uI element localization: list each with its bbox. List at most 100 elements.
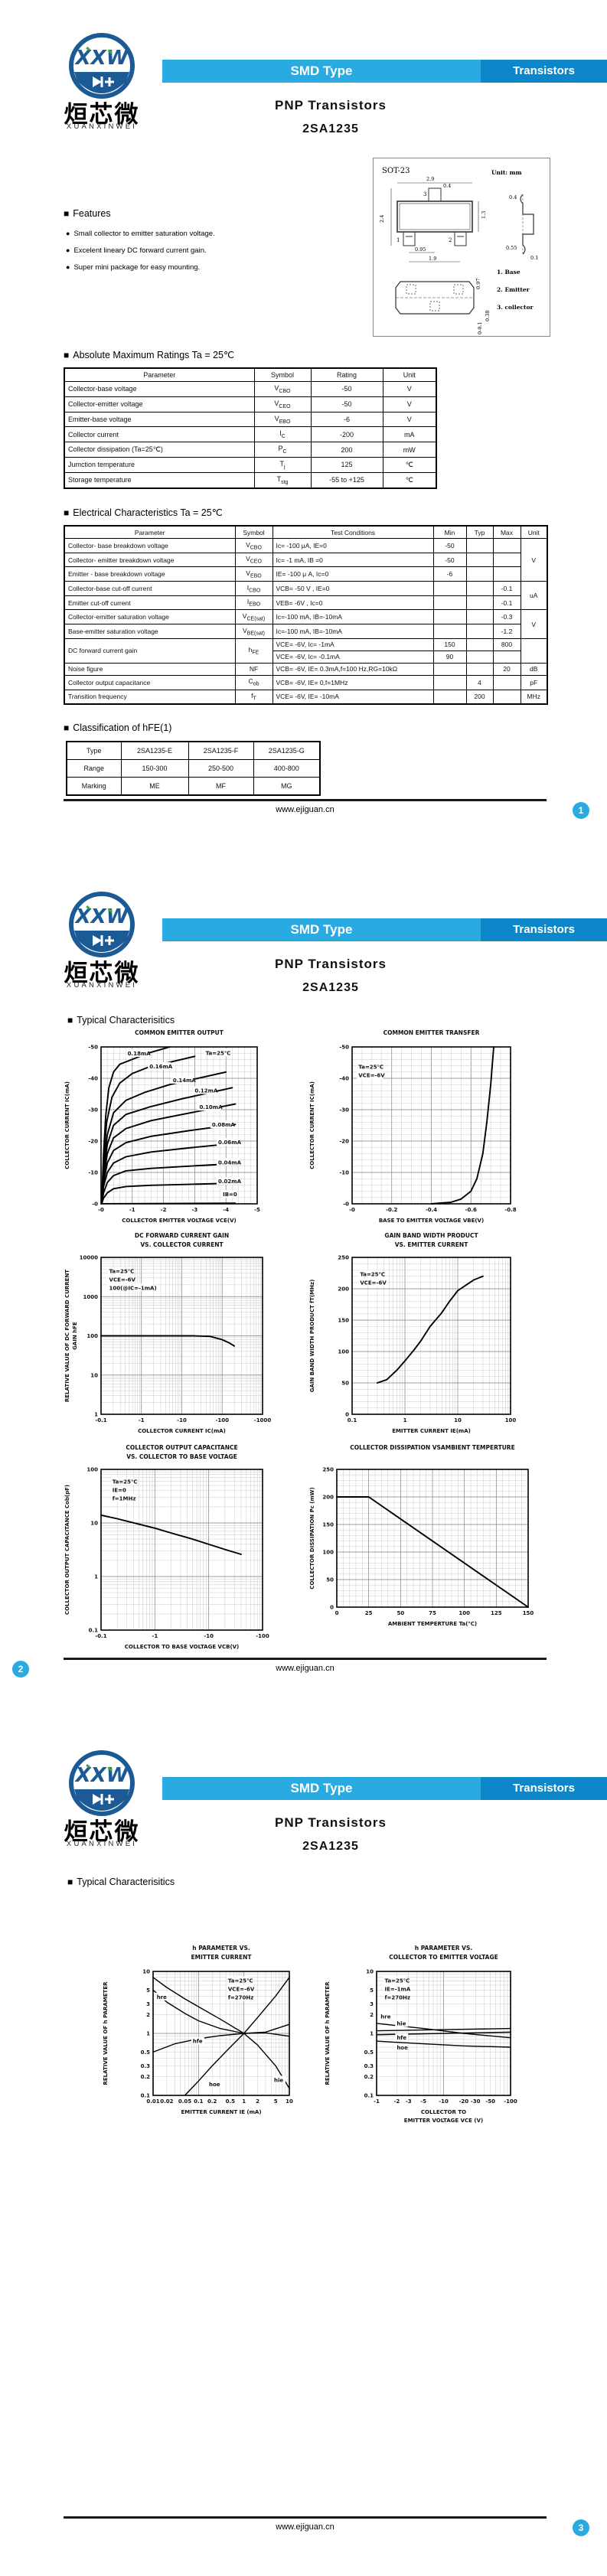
svg-text:50: 50 <box>326 1577 334 1583</box>
table-row: Noise figure NF VCB= -6V, IE= 0.3mA,f=100 … <box>64 662 548 676</box>
svg-text:COLLECTOR OUTPUT CAPACITANCE C: COLLECTOR OUTPUT CAPACITANCE Cob(pF) <box>64 1485 70 1615</box>
section-marker-icon: ■ <box>64 722 70 733</box>
brand-name-cn: 烜芯微 <box>64 960 140 986</box>
svg-text:DC FORWARD CURRENT GAIN: DC FORWARD CURRENT GAIN <box>135 1232 229 1239</box>
table-row: Range 150-300 250-500 400-800 <box>66 759 321 778</box>
svg-text:COLLECTOR TO EMITTER VOLTAGE: COLLECTOR TO EMITTER VOLTAGE <box>389 1954 498 1961</box>
package-name: SOT-23 <box>382 167 410 175</box>
svg-text:-30: -30 <box>471 2098 481 2105</box>
section-marker-icon: ■ <box>64 208 70 219</box>
svg-text:-20: -20 <box>339 1139 349 1145</box>
column-header: Max <box>492 525 521 539</box>
table-row: Collector output capacitance Cob VCB= -6V,… <box>64 674 548 690</box>
svg-text:2.9: 2.9 <box>426 176 434 182</box>
svg-text:0.1: 0.1 <box>141 2093 151 2099</box>
svg-text:-0.1: -0.1 <box>95 1633 106 1639</box>
svg-text:-10: -10 <box>339 1170 349 1176</box>
svg-text:COLLECTOR CURRENT IC(mA): COLLECTOR CURRENT IC(mA) <box>309 1081 315 1169</box>
svg-text:-10: -10 <box>88 1170 98 1176</box>
svg-text:Ta=25℃: Ta=25℃ <box>109 1268 135 1274</box>
svg-text:Ta=25℃: Ta=25℃ <box>113 1479 138 1485</box>
svg-text:150: 150 <box>338 1318 349 1324</box>
abs-max-heading: ■ Absolute Maximum Ratings Ta = 25℃ <box>64 350 235 360</box>
collector-dissipation-chart: 0 25 50 75 100 125 150 0 50 100 150 200 250 COLLECTOR… <box>309 1444 534 1627</box>
feature-item: ● Super mini package for easy mounting. <box>66 263 201 272</box>
svg-text:-0.8: -0.8 <box>504 1207 516 1213</box>
svg-text:XXW: XXW <box>74 905 129 928</box>
column-header: Unit <box>520 525 548 539</box>
svg-text:-1: -1 <box>139 1417 145 1423</box>
svg-text:1: 1 <box>94 1574 98 1580</box>
svg-text:10000: 10000 <box>80 1255 98 1261</box>
svg-text:GAIN hFE: GAIN hFE <box>72 1322 78 1350</box>
electrical-characteristics-table: Parameter Symbol Test Conditions Min Typ Max U… <box>64 525 548 706</box>
svg-text:f=270Hz: f=270Hz <box>385 1994 410 2000</box>
svg-text:-5: -5 <box>420 2098 426 2105</box>
svg-text:10: 10 <box>142 1969 150 1975</box>
svg-text:1: 1 <box>94 1412 98 1418</box>
svg-text:GAIN BAND WIDTH PRODUCT: GAIN BAND WIDTH PRODUCT <box>384 1232 478 1239</box>
svg-text:-0.2: -0.2 <box>386 1207 397 1213</box>
svg-text:COLLECTOR DISSIPATION VSAMBIEN: COLLECTOR DISSIPATION VSAMBIENT TEMPERTU… <box>350 1444 514 1451</box>
svg-text:COLLECTOR EMITTER VOLTAGE VCE(: COLLECTOR EMITTER VOLTAGE VCE(V) <box>122 1218 236 1224</box>
svg-text:25: 25 <box>365 1610 373 1616</box>
svg-text:-0: -0 <box>98 1207 104 1213</box>
svg-text:0.3: 0.3 <box>364 2063 374 2069</box>
column-header: Unit <box>382 367 437 382</box>
svg-text:-0.1: -0.1 <box>95 1417 106 1423</box>
svg-text:-40: -40 <box>88 1076 98 1082</box>
svg-text:VS. EMITTER CURRENT: VS. EMITTER CURRENT <box>395 1241 469 1248</box>
svg-text:-5: -5 <box>254 1207 260 1213</box>
footer-website: www.ejiguan.cn <box>276 805 335 814</box>
part-number: 2SA1235 <box>302 122 359 135</box>
svg-text:XXW: XXW <box>74 1764 129 1787</box>
table-row: VCE= -6V, Ic= -0.1mA 90 <box>64 650 547 664</box>
features-heading: ■ Features <box>64 208 111 219</box>
svg-text:2.4: 2.4 <box>379 215 385 223</box>
table-row: Collector-emitter saturation voltage VCE(… <box>64 609 548 639</box>
svg-text:1: 1 <box>370 2031 374 2037</box>
svg-text:BASE TO EMITTER VOLTAGE VBE(V): BASE TO EMITTER VOLTAGE VBE(V) <box>379 1218 484 1224</box>
header-bar: SMD Type Transistors <box>162 918 607 941</box>
svg-text:10: 10 <box>286 2098 293 2105</box>
svg-text:hie: hie <box>274 2077 283 2083</box>
footer-website: www.ejiguan.cn <box>276 1664 335 1673</box>
svg-text:0.10mA: 0.10mA <box>200 1104 224 1110</box>
hfe-classification-table: Type 2SA1235-E 2SA1235-F 2SA1235-G Range 150-… <box>66 741 321 796</box>
svg-text:150: 150 <box>322 1522 334 1528</box>
column-header: Symbol <box>253 367 312 382</box>
svg-text:COLLECTOR TO BASE VOLTAGE VCB(: COLLECTOR TO BASE VOLTAGE VCB(V) <box>125 1644 240 1650</box>
svg-text:0.16mA: 0.16mA <box>149 1064 173 1070</box>
svg-text:100: 100 <box>338 1349 349 1355</box>
svg-text:0: 0 <box>335 1610 339 1616</box>
svg-text:-0: -0 <box>349 1207 355 1213</box>
table-row: Emitter - base breakdown voltage VEBO IE= … <box>64 566 547 582</box>
svg-text:5: 5 <box>370 1987 374 1994</box>
page-3: XXW 烜芯微 XUANXINWEI SMD Type Transistors … <box>0 1717 607 2576</box>
svg-text:2: 2 <box>449 237 452 243</box>
svg-text:Ta=25℃: Ta=25℃ <box>206 1050 231 1056</box>
svg-text:-50: -50 <box>485 2098 495 2105</box>
svg-text:100: 100 <box>86 1467 98 1473</box>
page-2: XXW 烜芯微 XUANXINWEI SMD Type Transistors … <box>0 859 607 1717</box>
svg-text:EMITTER CURRENT: EMITTER CURRENT <box>191 1954 253 1961</box>
svg-text:-10: -10 <box>177 1417 187 1423</box>
svg-text:-1: -1 <box>129 1207 135 1213</box>
column-header: Rating <box>310 367 383 382</box>
svg-text:hoe: hoe <box>397 2045 408 2051</box>
svg-text:250: 250 <box>338 1255 349 1261</box>
column-header: Parameter <box>64 525 236 539</box>
collector-output-capacitance-chart: -0.1 -1 -10 -100 0.1 1 10 100 Ta=25℃ IE=0 f=1MHz CO… <box>64 1444 269 1650</box>
footer-divider <box>64 1658 547 1660</box>
svg-text:0.95: 0.95 <box>415 246 426 253</box>
gain-bandwidth-product-chart: 0.1 1 10 100 0 50 100 150 200 250 Ta=25℃ VCE=-6V GAI… <box>309 1232 516 1434</box>
svg-text:hre: hre <box>157 1994 167 2000</box>
svg-text:COMMON EMITTER TRANSFER: COMMON EMITTER TRANSFER <box>383 1029 480 1036</box>
svg-text:hre: hre <box>380 2014 390 2020</box>
column-header: Test Conditions <box>272 525 434 539</box>
svg-text:3: 3 <box>370 2001 374 2007</box>
svg-text:5: 5 <box>146 1987 150 1994</box>
svg-text:-30: -30 <box>88 1107 98 1114</box>
svg-text:150: 150 <box>523 1610 534 1616</box>
page-number-badge: 2 <box>12 1661 29 1678</box>
